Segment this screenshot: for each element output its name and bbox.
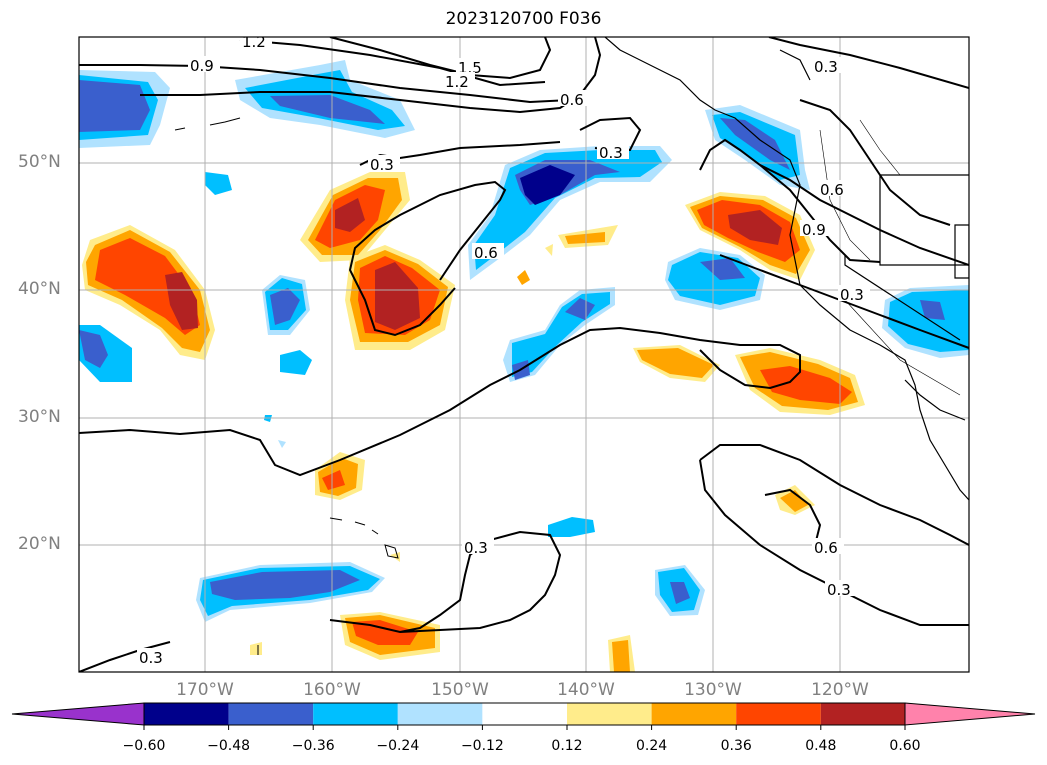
contour-label: 0.6 — [474, 244, 498, 262]
colorbar-tick-label: 0.24 — [636, 738, 668, 754]
lat-label-40n: 40°N — [18, 279, 61, 299]
contour-label: 0.3 — [827, 581, 851, 599]
contour-label: 0.3 — [370, 156, 394, 174]
contour-label: 0.3 — [139, 649, 163, 667]
contour-label: 0.3 — [814, 58, 838, 76]
colorbar-tick-label: −0.36 — [291, 738, 335, 754]
state-borders — [819, 119, 961, 396]
lon-label-120w: 120°W — [811, 680, 869, 700]
lon-label-170w: 170°W — [176, 680, 234, 700]
map-frame — [78, 36, 970, 673]
colorbar-bin — [567, 703, 652, 725]
contour-label: 1.2 — [242, 33, 266, 51]
contour-label: 1.2 — [445, 73, 469, 91]
contour-label: 0.3 — [464, 539, 488, 557]
lat-label-20n: 20°N — [18, 534, 61, 554]
colorbar-min-extension — [11, 702, 145, 726]
colorbar-bin — [313, 703, 398, 725]
colorbar-bin — [228, 703, 314, 725]
contour-label: 0.3 — [840, 286, 864, 304]
contour-label: 0.6 — [814, 539, 838, 557]
lon-label-130w: 130°W — [684, 680, 742, 700]
colorbar-tick-label: 0.60 — [889, 738, 921, 754]
positive-anomalies — [82, 172, 865, 672]
lon-label-140w: 140°W — [557, 680, 615, 700]
colorbar-tick-label: −0.48 — [207, 738, 251, 754]
colorbar-bin — [651, 703, 737, 725]
colorbar-tick-label: 0.48 — [805, 738, 837, 754]
colorbar-tick-label: −0.24 — [376, 738, 420, 754]
colorbar-bin — [736, 703, 821, 725]
lon-label-160w: 160°W — [303, 680, 361, 700]
lon-label-150w: 150°W — [431, 680, 489, 700]
colorbar-bin — [482, 703, 567, 725]
contour-label: 0.3 — [599, 144, 623, 162]
map-area: 1.2 0.9 1.5 1.2 0.6 0.3 0.3 0.6 0.3 0.6 … — [79, 33, 969, 672]
colorbar — [11, 702, 1036, 730]
colorbar-max-extension — [904, 702, 1036, 726]
coastlines — [604, 37, 969, 501]
lat-label-50n: 50°N — [18, 152, 61, 172]
negative-anomalies — [79, 60, 969, 622]
colorbar-tick-label: −0.12 — [460, 738, 504, 754]
colorbar-tick-label: 0.12 — [551, 738, 583, 754]
colorbar-bin — [397, 703, 483, 725]
colorbar-tick-label: 0.36 — [720, 738, 752, 754]
contour-labels: 1.2 0.9 1.5 1.2 0.6 0.3 0.3 0.6 0.3 0.6 … — [137, 33, 870, 667]
contour-label: 0.9 — [190, 57, 214, 75]
colorbar-bin — [144, 703, 229, 725]
contour-label: 0.6 — [820, 181, 844, 199]
lat-label-30n: 30°N — [18, 407, 61, 427]
map-title: 2023120700 F036 — [445, 9, 602, 29]
colorbar-bin — [820, 703, 906, 725]
contour-label: 0.9 — [802, 221, 826, 239]
islands — [174, 117, 399, 655]
colorbar-tick-label: −0.60 — [122, 738, 166, 754]
contour-label: 0.6 — [560, 91, 584, 109]
